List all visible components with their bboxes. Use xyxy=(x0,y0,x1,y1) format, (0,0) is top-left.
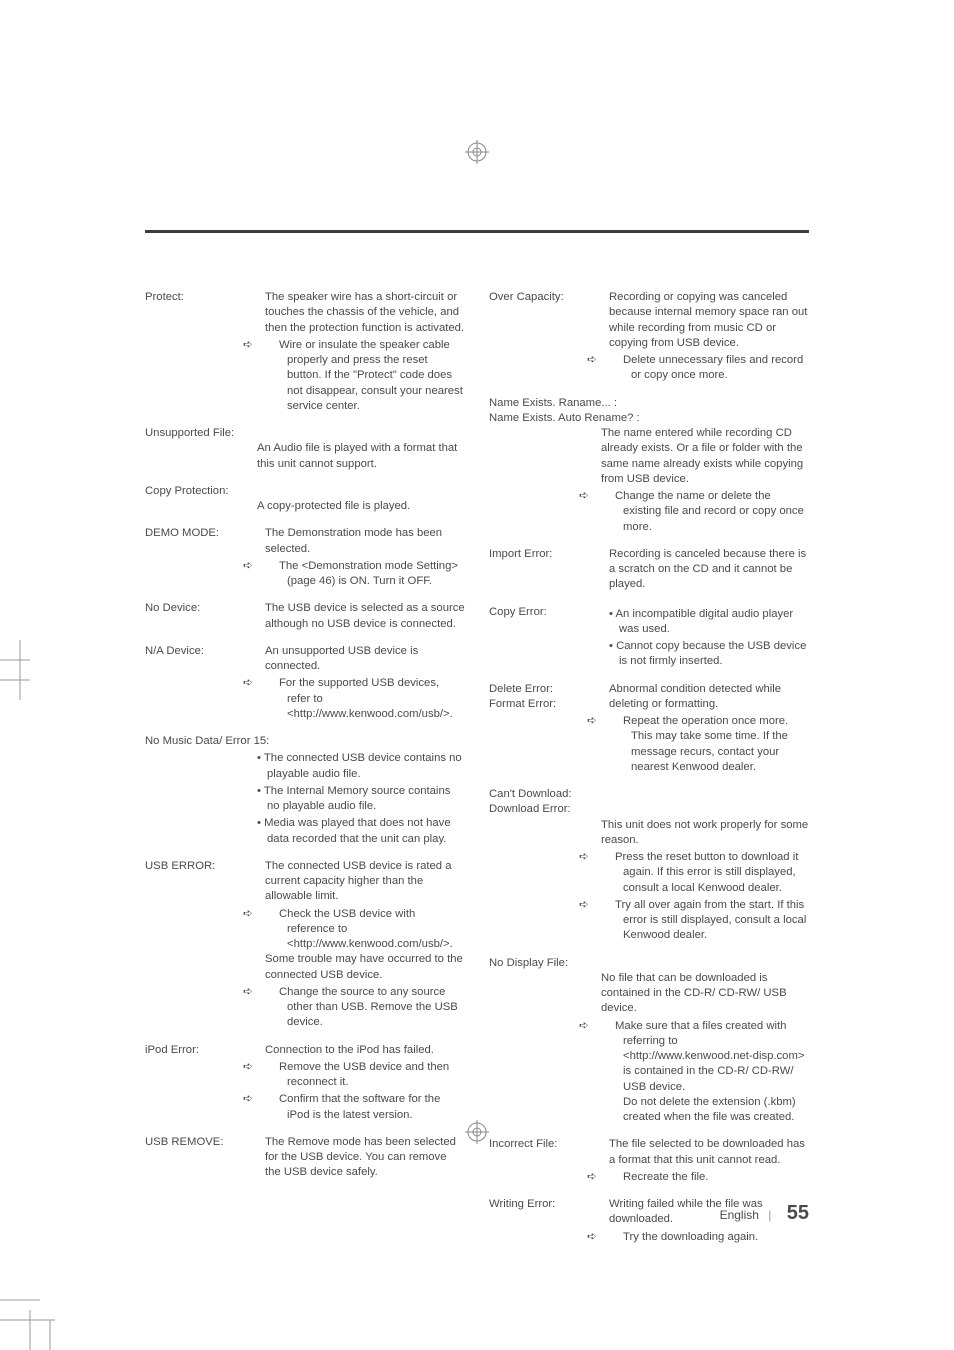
term: No Music Data/ Error 15: xyxy=(145,734,465,749)
definition: The connected USB device is rated a curr… xyxy=(265,859,465,1031)
page-footer: English | 55 xyxy=(720,1202,809,1225)
entry-delete-format-error: Delete Error: Format Error: Abnormal con… xyxy=(489,682,809,776)
entry-na-device: N/A Device: An unsupported USB device is… xyxy=(145,644,465,722)
definition: The Remove mode has been selected for th… xyxy=(265,1135,465,1181)
definition: The name entered while recording CD alre… xyxy=(489,426,809,535)
arrow-icon: ➪ xyxy=(601,898,615,913)
footer-separator: | xyxy=(768,1208,771,1222)
arrow-icon: ➪ xyxy=(265,1092,279,1107)
entry-name-exists: Name Exists. Raname... : Name Exists. Au… xyxy=(489,396,809,535)
definition: An Audio file is played with a format th… xyxy=(145,441,465,472)
term: Import Error: xyxy=(489,547,601,593)
definition: Recording is canceled because there is a… xyxy=(609,547,809,593)
entry-protect: Protect: The speaker wire has a short-ci… xyxy=(145,290,465,414)
arrow-icon: ➪ xyxy=(609,1170,623,1185)
footer-language: English xyxy=(720,1208,759,1222)
arrow-icon: ➪ xyxy=(265,907,279,922)
definition: Connection to the iPod has failed. ➪Remo… xyxy=(265,1043,465,1123)
arrow-icon: ➪ xyxy=(601,850,615,865)
definition: • The connected USB device contains no p… xyxy=(145,749,465,847)
entry-incorrect-file: Incorrect File: The file selected to be … xyxy=(489,1137,809,1185)
entry-import-error: Import Error: Recording is canceled beca… xyxy=(489,547,809,593)
header-rule xyxy=(145,230,809,233)
term: USB ERROR: xyxy=(145,859,257,1031)
entry-ipod-error: iPod Error: Connection to the iPod has f… xyxy=(145,1043,465,1123)
arrow-icon: ➪ xyxy=(601,1019,615,1034)
entry-unsupported-file: Unsupported File: An Audio file is playe… xyxy=(145,426,465,472)
term: No Device: xyxy=(145,601,257,632)
definition: • An incompatible digital audio player w… xyxy=(609,605,809,670)
arrow-icon: ➪ xyxy=(601,489,615,504)
definition: This unit does not work properly for som… xyxy=(489,818,809,944)
definition: The USB device is selected as a source a… xyxy=(265,601,465,632)
arrow-icon: ➪ xyxy=(265,985,279,1000)
term: Unsupported File: xyxy=(145,426,465,441)
entry-cant-download: Can't Download: Download Error: This uni… xyxy=(489,787,809,944)
definition: Recording or copying was canceled becaus… xyxy=(609,290,809,384)
term: USB REMOVE: xyxy=(145,1135,257,1181)
entry-over-capacity: Over Capacity: Recording or copying was … xyxy=(489,290,809,384)
definition: The Demonstration mode has been selected… xyxy=(265,526,465,589)
term: Over Capacity: xyxy=(489,290,601,384)
term: Writing Error: xyxy=(489,1197,601,1245)
arrow-icon: ➪ xyxy=(265,676,279,691)
left-column: Protect: The speaker wire has a short-ci… xyxy=(145,290,465,1170)
term: Delete Error: Format Error: xyxy=(489,682,601,776)
term: iPod Error: xyxy=(145,1043,257,1123)
entry-demo-mode: DEMO MODE: The Demonstration mode has be… xyxy=(145,526,465,589)
term: Copy Error: xyxy=(489,605,601,670)
entry-no-device: No Device: The USB device is selected as… xyxy=(145,601,465,632)
arrow-icon: ➪ xyxy=(265,338,279,353)
term: Can't Download: Download Error: xyxy=(489,787,809,818)
entry-no-music-data: No Music Data/ Error 15: • The connected… xyxy=(145,734,465,847)
definition: A copy-protected file is played. xyxy=(145,499,465,514)
definition: The file selected to be downloaded has a… xyxy=(609,1137,809,1185)
arrow-icon: ➪ xyxy=(609,1230,623,1245)
registration-mark-top xyxy=(465,140,489,164)
arrow-icon: ➪ xyxy=(609,353,623,368)
term: Incorrect File: xyxy=(489,1137,601,1185)
definition: An unsupported USB device is connected. … xyxy=(265,644,465,722)
term: Protect: xyxy=(145,290,257,414)
term: Copy Protection: xyxy=(145,484,465,499)
entry-usb-remove: USB REMOVE: The Remove mode has been sel… xyxy=(145,1135,465,1181)
definition: The speaker wire has a short-circuit or … xyxy=(265,290,465,414)
arrow-icon: ➪ xyxy=(265,559,279,574)
arrow-icon: ➪ xyxy=(609,714,623,729)
arrow-icon: ➪ xyxy=(265,1060,279,1075)
term: Name Exists. Raname... : Name Exists. Au… xyxy=(489,396,809,427)
content-columns: Protect: The speaker wire has a short-ci… xyxy=(145,290,809,1170)
term: No Display File: xyxy=(489,956,809,971)
term: DEMO MODE: xyxy=(145,526,257,589)
entry-no-display-file: No Display File: No file that can be dow… xyxy=(489,956,809,1126)
entry-usb-error: USB ERROR: The connected USB device is r… xyxy=(145,859,465,1031)
term: N/A Device: xyxy=(145,644,257,722)
definition: No file that can be downloaded is contai… xyxy=(489,971,809,1126)
right-column: Over Capacity: Recording or copying was … xyxy=(489,290,809,1170)
entry-copy-protection: Copy Protection: A copy-protected file i… xyxy=(145,484,465,515)
definition: Abnormal condition detected while deleti… xyxy=(609,682,809,776)
entry-copy-error: Copy Error: • An incompatible digital au… xyxy=(489,605,809,670)
page-number: 55 xyxy=(787,1202,809,1224)
